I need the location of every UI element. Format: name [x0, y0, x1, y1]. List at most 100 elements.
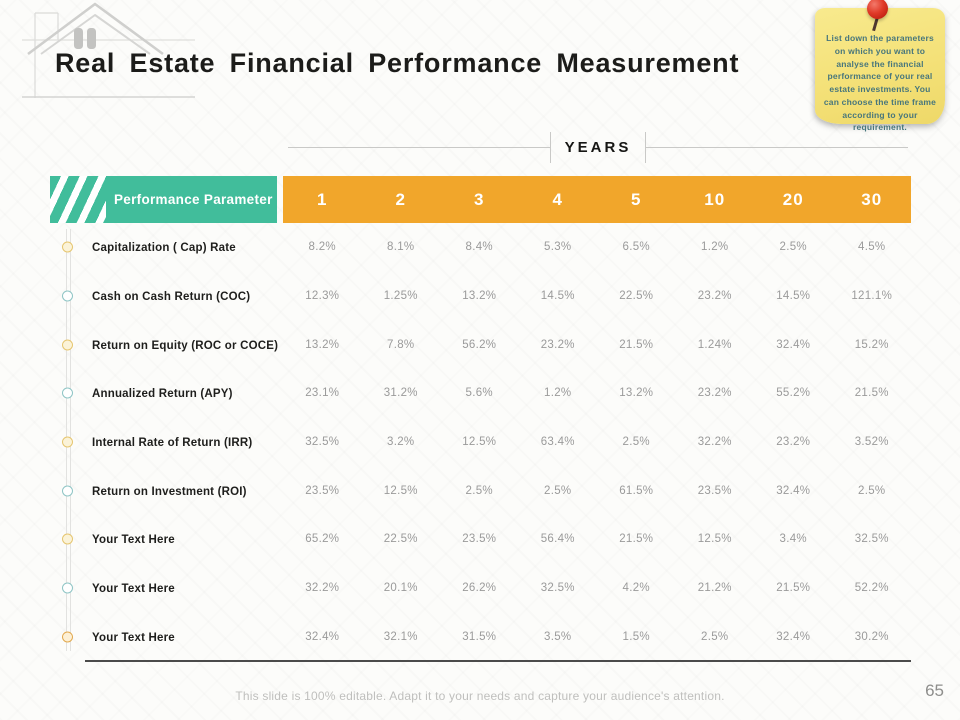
- row-value: 3.2%: [387, 435, 415, 448]
- row-bullet-icon: [62, 339, 73, 351]
- year-column-header: 20: [782, 189, 804, 209]
- axis-tick-right: [645, 132, 647, 163]
- table-row: Return on Equity (ROC or COCE) 13.2% 7.8% 5…: [50, 320, 911, 369]
- row-value: 23.5%: [462, 533, 497, 546]
- row-value: 8.1%: [387, 241, 415, 254]
- row-value: 52.2%: [854, 581, 889, 594]
- row-value: 4.2%: [622, 581, 650, 594]
- param-header-cell: Performance Parameter: [50, 176, 277, 223]
- table-row: Cash on Cash Return (COC) 12.3% 1.25% 13.2%…: [50, 272, 911, 321]
- years-axis: YEARS: [288, 132, 908, 163]
- row-value: 30.2%: [854, 630, 889, 643]
- row-value: 23.5%: [697, 484, 732, 497]
- row-value: 32.2%: [305, 581, 340, 594]
- row-value: 32.4%: [305, 630, 340, 643]
- row-bullet-icon: [62, 533, 73, 545]
- row-value: 8.2%: [308, 241, 336, 254]
- year-column-header: 30: [861, 189, 883, 209]
- years-header-row: 1 2 3 4 5 10 20 30: [283, 176, 911, 223]
- table-row: Internal Rate of Return (IRR) 32.5% 3.2% 12…: [50, 418, 911, 467]
- table-row: Your Text Here 65.2% 22.5% 23.5% 56.4% 21.5% 1…: [50, 515, 911, 564]
- row-label-cell: Internal Rate of Return (IRR): [50, 433, 283, 451]
- row-value: 61.5%: [619, 484, 654, 497]
- row-value: 2.5%: [622, 435, 650, 448]
- row-value: 12.5%: [697, 533, 732, 546]
- diagonal-stripes-decoration: [50, 176, 106, 223]
- row-label-cell: Your Text Here: [50, 530, 283, 548]
- row-value: 21.5%: [776, 581, 811, 594]
- row-value: 32.4%: [776, 338, 811, 351]
- row-value: 14.5%: [776, 289, 811, 302]
- house-icon: [22, 2, 195, 98]
- row-value: 31.2%: [383, 387, 418, 400]
- row-value: 14.5%: [540, 289, 575, 302]
- year-column-header: 3: [474, 189, 485, 209]
- row-value: 55.2%: [776, 387, 811, 400]
- row-label: Internal Rate of Return (IRR): [92, 436, 253, 449]
- row-value: 7.8%: [387, 338, 415, 351]
- page-number: 65: [925, 681, 944, 700]
- axis-tick-left: [549, 132, 551, 163]
- row-value: 1.5%: [622, 630, 650, 643]
- row-value: 20.1%: [383, 581, 418, 594]
- row-value: 3.5%: [544, 630, 572, 643]
- row-value: 12.5%: [462, 435, 497, 448]
- row-value: 22.5%: [383, 533, 418, 546]
- row-bullet-icon: [62, 387, 73, 399]
- slide-title: Real Estate Financial Performance Measur…: [55, 48, 740, 78]
- row-value: 6.5%: [622, 241, 650, 254]
- year-column-header: 2: [395, 189, 406, 209]
- row-value: 2.5%: [544, 484, 572, 497]
- row-value: 21.5%: [619, 338, 654, 351]
- year-column-header: 1: [317, 189, 328, 209]
- row-label-cell: Annualized Return (APY): [50, 384, 283, 402]
- row-label: Return on Investment (ROI): [92, 485, 247, 498]
- row-label-cell: Cash on Cash Return (COC): [50, 287, 283, 305]
- row-value: 21.5%: [619, 533, 654, 546]
- row-value: 15.2%: [854, 338, 889, 351]
- param-header-label: Performance Parameter: [114, 192, 273, 207]
- table-row: Capitalization ( Cap) Rate 8.2% 8.1% 8.4% 5.…: [50, 223, 911, 272]
- row-value: 2.5%: [779, 241, 807, 254]
- row-value: 31.5%: [462, 630, 497, 643]
- row-label: Capitalization ( Cap) Rate: [92, 242, 236, 255]
- row-value: 12.5%: [383, 484, 418, 497]
- row-value: 5.6%: [465, 387, 493, 400]
- row-value: 32.1%: [383, 630, 418, 643]
- row-value: 13.2%: [305, 338, 340, 351]
- table-row: Annualized Return (APY) 23.1% 31.2% 5.6% 1.2…: [50, 369, 911, 418]
- row-value: 65.2%: [305, 533, 340, 546]
- row-bullet-icon: [62, 290, 73, 302]
- row-bullet-icon: [62, 582, 73, 594]
- row-value: 23.1%: [305, 387, 340, 400]
- row-value: 22.5%: [619, 289, 654, 302]
- row-label: Your Text Here: [92, 631, 175, 644]
- row-label: Your Text Here: [92, 534, 175, 547]
- row-value: 21.2%: [697, 581, 732, 594]
- row-value: 32.4%: [776, 484, 811, 497]
- row-value: 56.2%: [462, 338, 497, 351]
- row-label-cell: Your Text Here: [50, 628, 283, 646]
- row-value: 23.2%: [776, 435, 811, 448]
- table-header: Performance Parameter 1 2 3 4 5 10 20 30: [50, 176, 911, 223]
- row-bullet-icon: [62, 631, 73, 643]
- years-axis-label: YEARS: [564, 139, 632, 156]
- row-label: Your Text Here: [92, 582, 175, 595]
- row-value: 23.2%: [697, 387, 732, 400]
- row-bullet-icon: [62, 241, 73, 253]
- row-value: 1.2%: [544, 387, 572, 400]
- row-value: 56.4%: [540, 533, 575, 546]
- row-value: 1.2%: [701, 241, 729, 254]
- year-column-header: 5: [631, 189, 642, 209]
- row-value: 13.2%: [462, 289, 497, 302]
- year-column-header: 10: [704, 189, 726, 209]
- row-value: 1.25%: [383, 289, 418, 302]
- table-body: Capitalization ( Cap) Rate 8.2% 8.1% 8.4% 5.…: [50, 223, 911, 661]
- sticky-note: List down the parameters on which you wa…: [815, 8, 945, 132]
- row-value: 32.5%: [854, 533, 889, 546]
- row-value: 26.2%: [462, 581, 497, 594]
- row-label-cell: Return on Equity (ROC or COCE): [50, 336, 283, 354]
- footer-note: This slide is 100% editable. Adapt it to…: [235, 689, 725, 703]
- row-value: 12.3%: [305, 289, 340, 302]
- table-bottom-rule: [85, 660, 911, 662]
